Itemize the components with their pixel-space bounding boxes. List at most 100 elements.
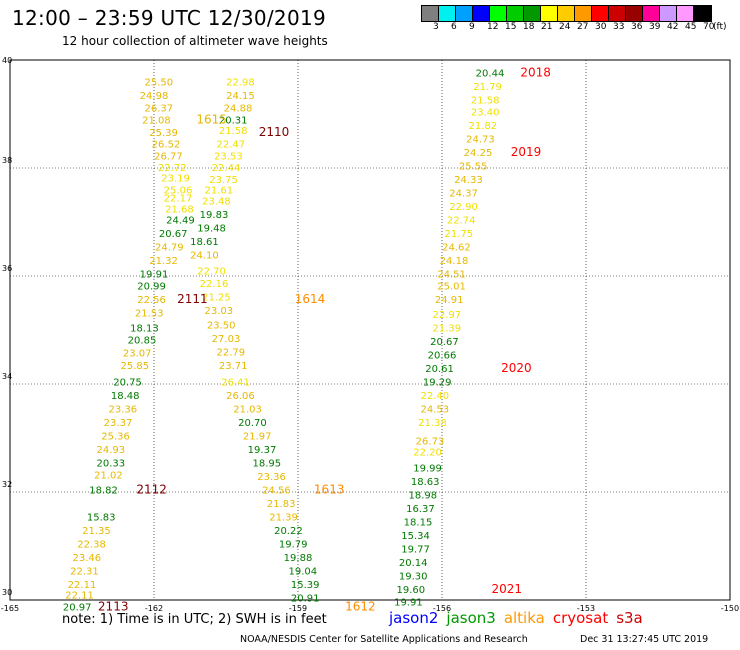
- wave-height-value: 25.36: [101, 431, 130, 442]
- wave-height-value: 20.75: [113, 377, 142, 388]
- wave-height-value: 20.91: [291, 593, 320, 604]
- y-tick-label: 38: [2, 156, 12, 165]
- color-scale-label: 30: [595, 22, 607, 32]
- color-swatch: [439, 6, 456, 21]
- wave-height-value: 23.75: [209, 175, 238, 186]
- pass-time-label: 2113: [98, 599, 129, 612]
- wave-height-value: 23.37: [104, 418, 133, 429]
- color-scale-label: 36: [631, 22, 643, 32]
- wave-height-value: 21.08: [142, 115, 171, 126]
- wave-height-value: 18.61: [190, 237, 219, 248]
- wave-height-value: 20.33: [96, 458, 125, 469]
- pass-time-label: 1615: [196, 112, 227, 126]
- pass-time-label: 1613: [314, 482, 345, 496]
- color-scale-label: 21: [541, 22, 553, 32]
- wave-height-value: 23.71: [219, 361, 248, 372]
- color-swatch: [490, 6, 507, 21]
- pass-time-label: 2112: [136, 482, 167, 496]
- color-swatch: [507, 6, 524, 21]
- wave-height-value: 24.98: [140, 91, 169, 102]
- wave-height-value: 26.06: [226, 391, 255, 402]
- y-tick-label: 32: [2, 480, 12, 489]
- color-scale-label: 27: [577, 22, 589, 32]
- wave-height-value: 19.91: [394, 598, 423, 609]
- wave-height-value: 21.97: [243, 431, 272, 442]
- wave-height-value: 23.48: [202, 196, 231, 207]
- wave-height-value: 22.79: [216, 348, 245, 359]
- wave-height-value: 20.31: [219, 115, 248, 126]
- color-scale-label: 33: [613, 22, 625, 32]
- wave-height-value: 26.77: [154, 152, 183, 163]
- color-scale-labels: 3 6 9 12 15 18 21 24 27 30 33 36 39 42 45 70 (ft): [421, 22, 740, 34]
- satellite-legend: jason2 jason3 altika cryosat s3a: [389, 609, 651, 627]
- wave-height-value: 21.53: [135, 309, 164, 320]
- color-swatch: [609, 6, 626, 21]
- color-swatch: [575, 6, 592, 21]
- color-swatch: [592, 6, 609, 21]
- color-scale-label: 15: [505, 22, 517, 32]
- wave-height-value: 22.17: [164, 194, 193, 205]
- footer-note: note: 1) Time is in UTC; 2) SWH is in fe…: [62, 612, 327, 627]
- wave-height-value: 21.39: [269, 512, 298, 523]
- color-scale-label: 9: [469, 22, 475, 32]
- color-scale-label: 18: [523, 22, 535, 32]
- color-swatch: [660, 6, 677, 21]
- wave-height-value: 19.04: [288, 566, 317, 577]
- x-tick-label: -162: [145, 604, 163, 612]
- wave-height-value: 20.99: [137, 282, 166, 293]
- wave-height-value: 21.02: [94, 471, 123, 482]
- wave-height-value: 22.74: [447, 215, 476, 226]
- page-title: 12:00 – 23:59 UTC 12/30/2019: [12, 6, 327, 30]
- wave-height-value: 24.37: [449, 188, 478, 199]
- wave-height-value: 20.85: [128, 336, 157, 347]
- wave-height-value: 22.16: [200, 279, 229, 290]
- wave-height-value: 24.33: [454, 175, 483, 186]
- wave-height-value: 19.29: [423, 377, 452, 388]
- wave-height-value: 19.88: [284, 553, 313, 564]
- wave-height-value: 22.98: [226, 78, 255, 89]
- wave-height-value: 24.56: [262, 485, 291, 496]
- wave-height-value: 19.91: [140, 269, 169, 280]
- color-swatch: [558, 6, 575, 21]
- wave-height-value: 21.58: [219, 126, 248, 137]
- wave-height-value: 21.03: [233, 404, 262, 415]
- wave-height-value: 20.67: [430, 337, 459, 348]
- wave-height-value: 23.07: [123, 349, 152, 360]
- wave-height-value: 22.44: [212, 163, 241, 174]
- wave-height-value: 24.79: [155, 242, 184, 253]
- wave-height-value: 21.82: [468, 121, 497, 132]
- wave-height-value: 23.19: [161, 174, 190, 185]
- footer-timestamp: Dec 31 13:27:45 UTC 2019: [580, 634, 709, 645]
- x-tick-label: -156: [433, 604, 451, 612]
- legend-jason2: jason2: [389, 609, 439, 627]
- wave-height-value: 19.60: [396, 585, 425, 596]
- wave-height-value: 23.40: [471, 107, 500, 118]
- wave-height-value: 15.83: [87, 512, 116, 523]
- wave-height-value: 21.75: [444, 229, 473, 240]
- wave-height-value: 22.11: [68, 580, 97, 591]
- pass-time-label: 2021: [492, 582, 523, 596]
- legend-altika: altika: [503, 609, 545, 627]
- map-frame: [9, 59, 731, 601]
- color-scale-label: 6: [451, 22, 457, 32]
- wave-height-value: 22.56: [137, 295, 166, 306]
- wave-height-value: 18.98: [408, 491, 437, 502]
- wave-height-value: 21.58: [471, 95, 500, 106]
- pass-time-label: 2020: [501, 361, 532, 375]
- color-swatch: [626, 6, 643, 21]
- color-swatch: [456, 6, 473, 21]
- map-gridlines: [10, 60, 730, 600]
- color-scale-label: 24: [559, 22, 571, 32]
- footer-credit: NOAA/NESDIS Center for Satellite Applica…: [240, 634, 528, 645]
- wave-height-value: 25.06: [164, 186, 193, 197]
- wave-height-value: 21.38: [418, 418, 447, 429]
- wave-height-value: 24.10: [190, 250, 219, 261]
- color-scale-label: 70: [703, 22, 715, 32]
- wave-height-value: 26.73: [416, 437, 445, 448]
- wave-height-value: 24.49: [166, 215, 195, 226]
- wave-height-value: 22.72: [158, 163, 187, 174]
- wave-height-value: 25.85: [120, 361, 149, 372]
- color-scale-label: (ft): [713, 22, 727, 32]
- wave-height-value: 21.79: [473, 82, 502, 93]
